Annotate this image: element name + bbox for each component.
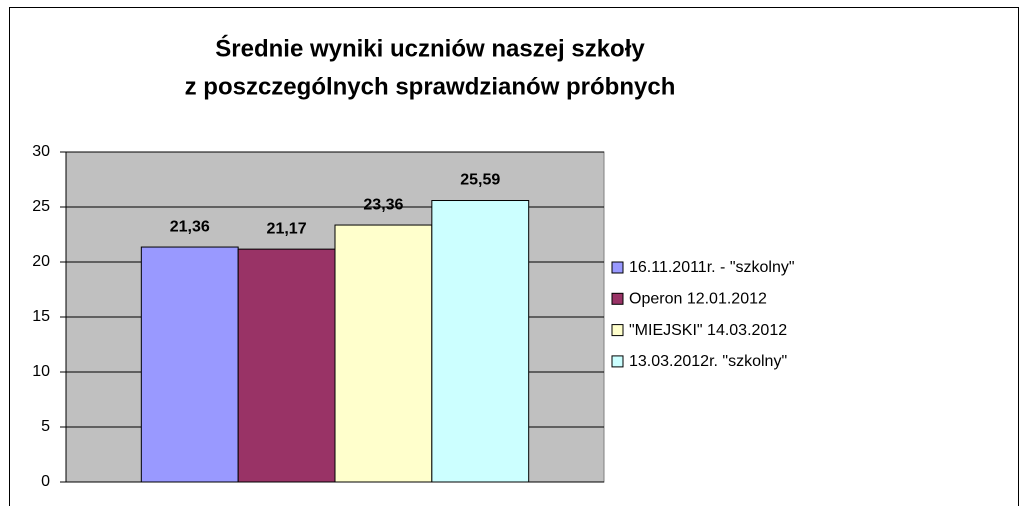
y-tick-label: 5	[41, 418, 50, 435]
legend-swatch	[611, 261, 624, 274]
data-label: 25,59	[460, 172, 500, 189]
bar	[237, 248, 336, 483]
legend-label: "MIEJSKI" 14.03.2012	[629, 322, 787, 339]
y-tick-label: 15	[32, 308, 50, 325]
bar	[140, 246, 239, 483]
data-label: 23,36	[363, 196, 403, 213]
data-label: 21,36	[170, 218, 210, 235]
legend-swatch	[611, 292, 624, 305]
y-tick-label: 10	[32, 363, 50, 380]
chart-title: Średnie wyniki uczniów naszej szkoły	[215, 34, 645, 62]
legend-label: Operon 12.01.2012	[629, 291, 767, 308]
chart-title: z poszczególnych sprawdzianów próbnych	[185, 73, 676, 100]
legend-label: 13.03.2012r. "szkolny"	[629, 353, 787, 370]
legend-label: 16.11.2011r. - "szkolny"	[629, 259, 795, 276]
y-tick-label: 20	[32, 253, 50, 270]
y-tick-label: 25	[32, 198, 50, 215]
bar	[334, 224, 433, 483]
y-tick-label: 0	[41, 473, 50, 490]
legend-swatch	[611, 355, 624, 368]
bar	[431, 200, 530, 483]
y-tick-label: 30	[32, 143, 50, 160]
legend-swatch	[611, 324, 624, 337]
data-label: 21,17	[267, 220, 307, 237]
